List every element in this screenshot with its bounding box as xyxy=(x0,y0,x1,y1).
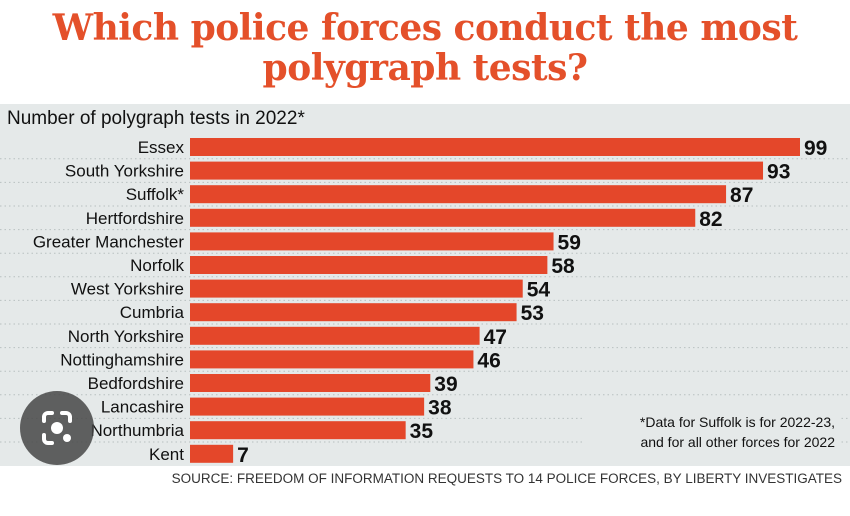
chart-subtitle: Number of polygraph tests in 2022* xyxy=(7,108,305,129)
bar xyxy=(190,256,548,274)
bar xyxy=(190,185,727,204)
bar xyxy=(190,421,406,440)
footnote: *Data for Suffolk is for 2022-23, and fo… xyxy=(583,410,839,454)
footnote-line: and for all other forces for 2022 xyxy=(640,434,835,450)
data-label: 53 xyxy=(521,302,544,325)
bar xyxy=(190,303,517,322)
data-label: 99 xyxy=(804,137,827,160)
category-label: Essex xyxy=(138,138,185,157)
bar xyxy=(190,161,764,180)
bar xyxy=(190,444,234,463)
footnote-line: *Data for Suffolk is for 2022-23, xyxy=(639,414,835,430)
bar xyxy=(190,326,480,345)
category-label: Hertfordshire xyxy=(86,209,184,228)
category-label: North Yorkshire xyxy=(68,327,184,346)
data-label: 39 xyxy=(434,373,457,396)
category-label: South Yorkshire xyxy=(65,162,184,181)
bar xyxy=(190,350,474,369)
data-label: 35 xyxy=(410,420,434,443)
data-label: 87 xyxy=(730,184,753,207)
bar xyxy=(190,279,523,298)
category-label: Northumbria xyxy=(90,421,184,440)
data-label: 93 xyxy=(767,161,790,184)
data-label: 38 xyxy=(428,397,452,420)
bar xyxy=(190,397,425,416)
data-label: 82 xyxy=(699,208,722,231)
category-label: Lancashire xyxy=(101,398,184,417)
category-label: Norfolk xyxy=(130,256,184,275)
data-label: 7 xyxy=(237,444,249,467)
category-label: Nottinghamshire xyxy=(60,350,184,369)
bar xyxy=(190,232,554,251)
category-label: Kent xyxy=(149,445,184,464)
category-label: Greater Manchester xyxy=(33,232,185,251)
bar xyxy=(190,138,800,156)
google-lens-icon[interactable] xyxy=(20,391,94,465)
data-label: 59 xyxy=(558,231,581,254)
data-label: 47 xyxy=(484,326,507,349)
bar xyxy=(190,208,696,227)
data-label: 58 xyxy=(551,255,575,278)
data-label: 54 xyxy=(527,279,551,302)
bar xyxy=(190,374,431,392)
chart-title: Which police forces conduct the most pol… xyxy=(52,7,798,89)
category-label: Suffolk* xyxy=(126,185,185,204)
source-note: SOURCE: FREEDOM OF INFORMATION REQUESTS … xyxy=(171,471,842,486)
data-label: 46 xyxy=(477,349,500,372)
category-label: Bedfordshire xyxy=(88,374,184,393)
category-label: Cumbria xyxy=(120,303,185,322)
category-label: West Yorkshire xyxy=(71,280,184,299)
